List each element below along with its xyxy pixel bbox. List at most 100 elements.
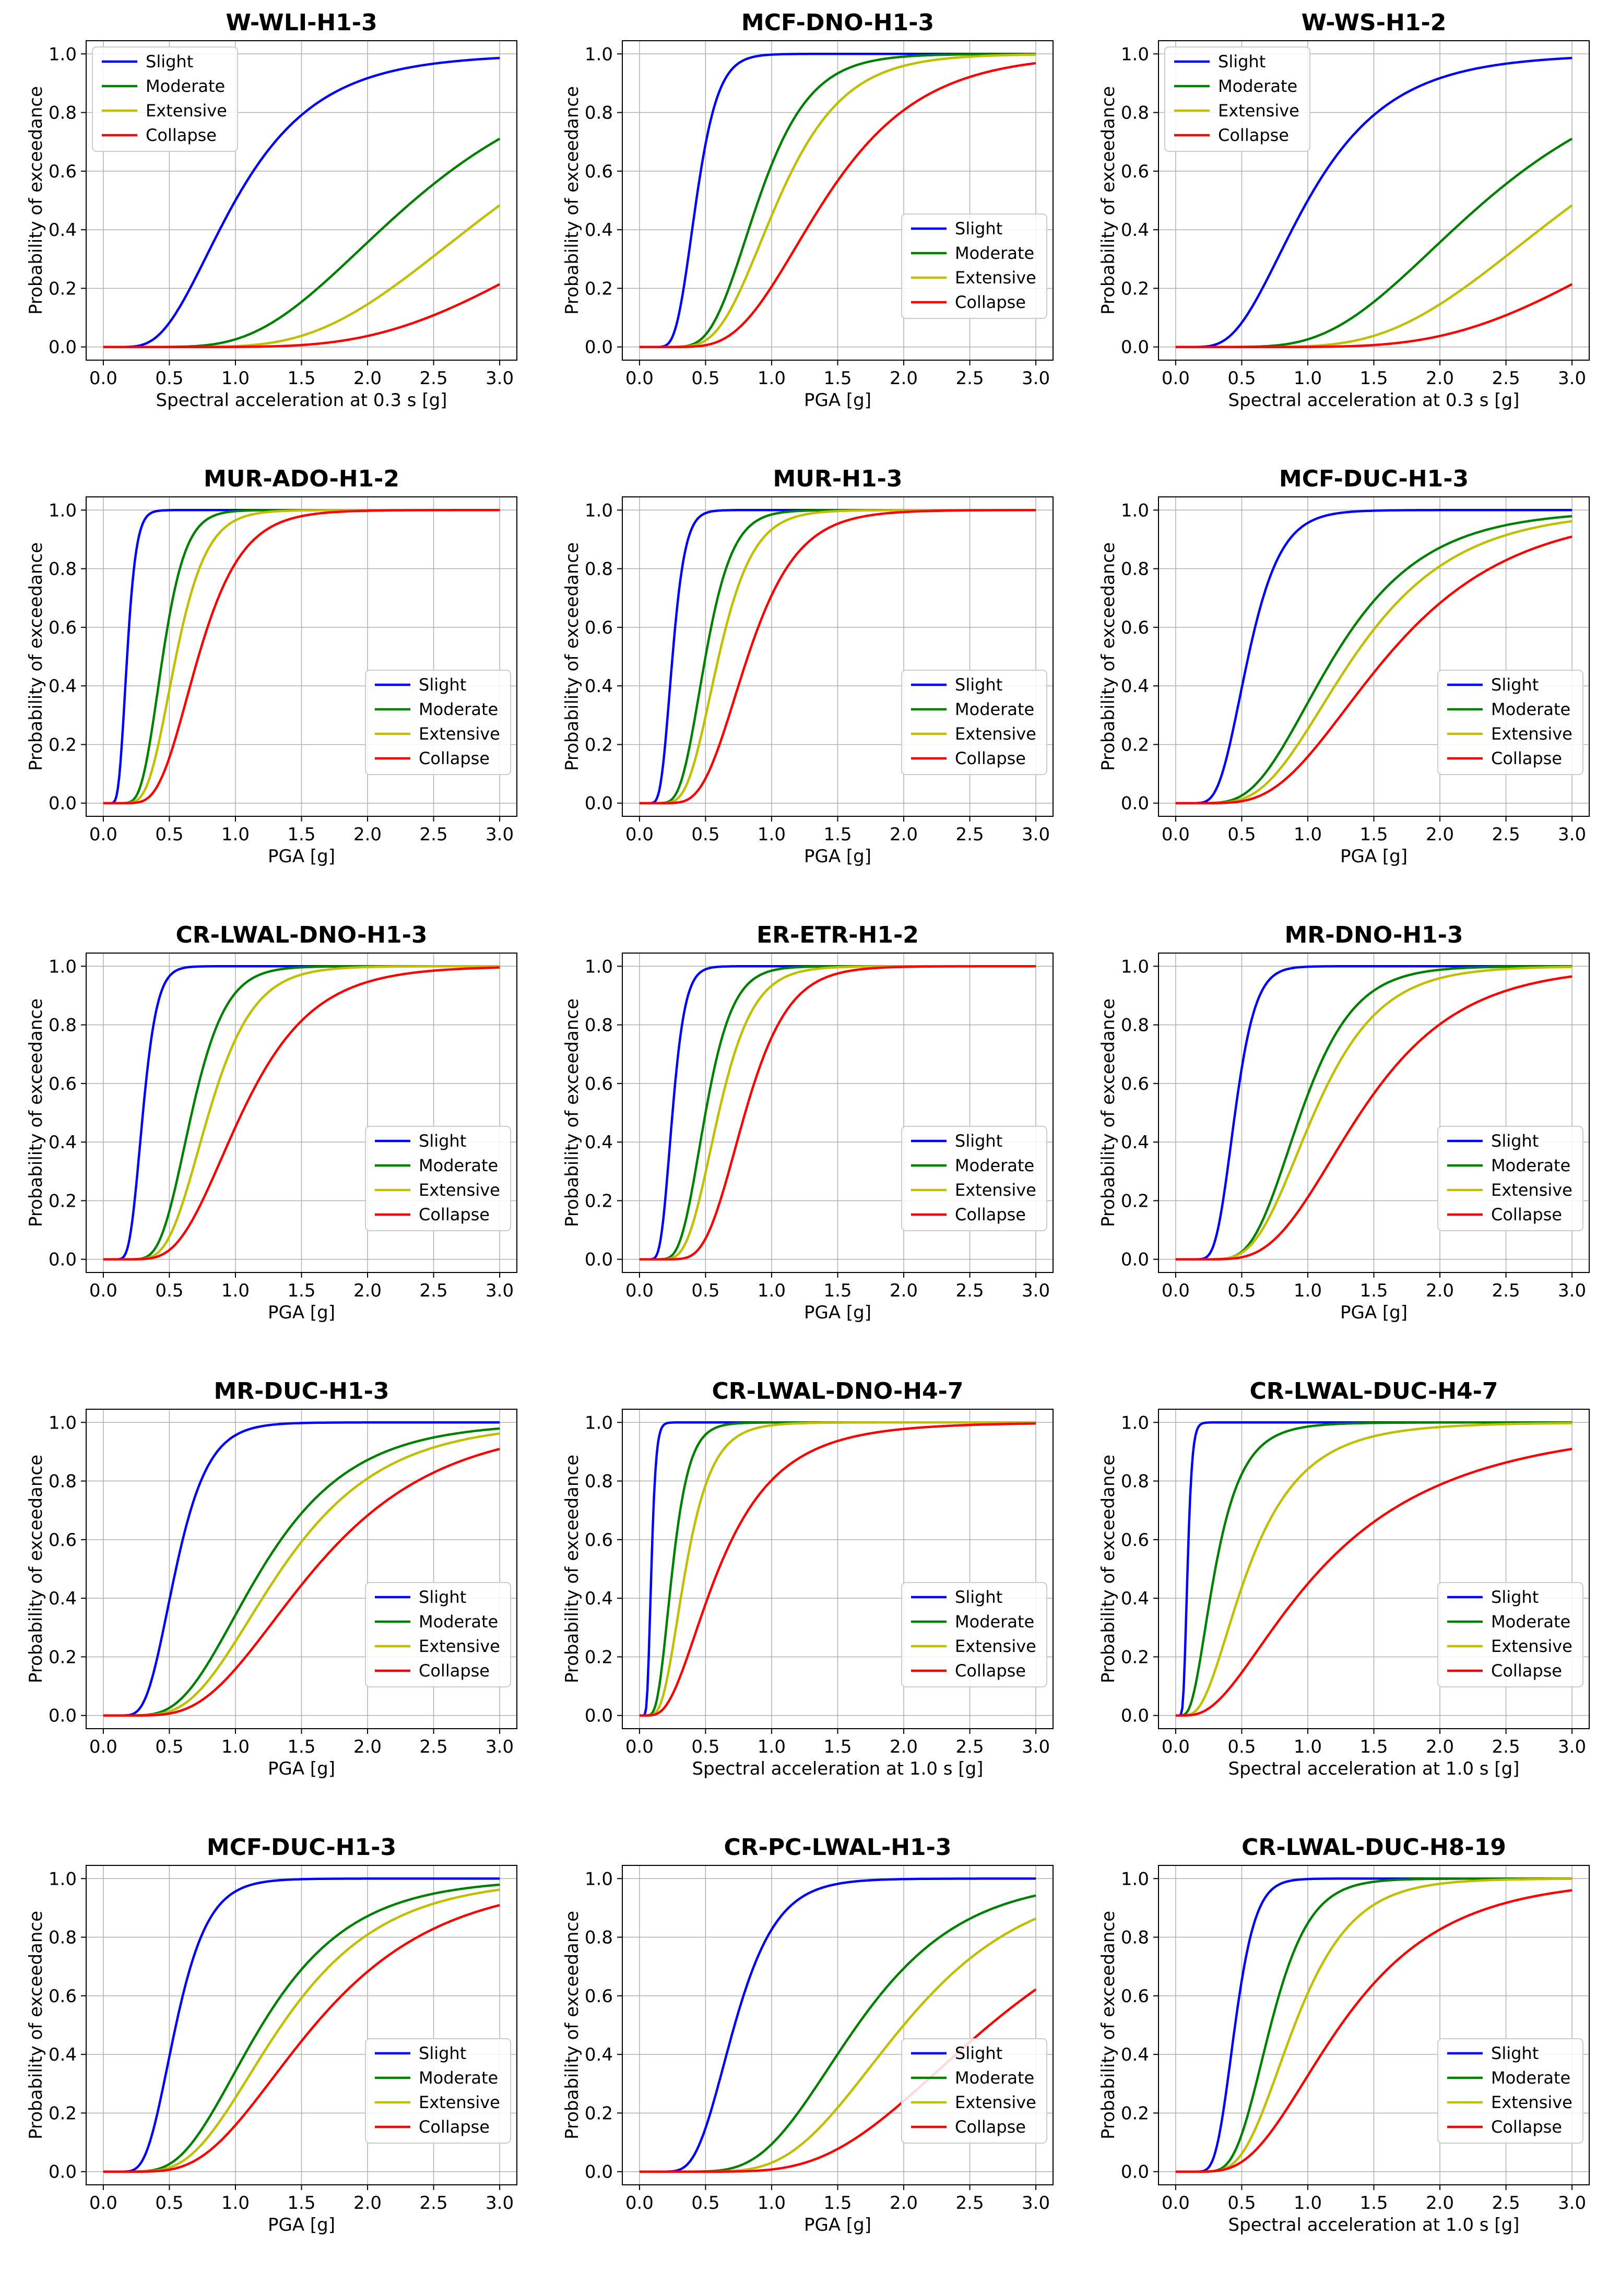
series-line-collapse <box>1175 1447 1572 1717</box>
chart-svg: W-WS-H1-2 0.0 0.5 1.0 1.5 2.0 2.5 3.0 0.0 0.2 0.4 0… <box>1098 9 1590 411</box>
y-tick-label: 0.4 <box>585 220 613 241</box>
legend-label: Moderate <box>146 76 225 96</box>
y-tick-label: 0.6 <box>585 1530 613 1551</box>
chart-panel: MUR-ADO-H1-2 0.0 0.5 1.0 1.5 2.0 2.5 3.0 0.0 0.2 0… <box>0 456 536 910</box>
chart-title: ER-ETR-H1-2 <box>756 922 919 948</box>
legend-label: Extensive <box>955 724 1036 744</box>
legend-label: Slight <box>955 2043 1002 2063</box>
y-tick-label: 0.4 <box>49 1588 77 1609</box>
legend-label: Moderate <box>419 699 498 719</box>
x-tick-label: 1.5 <box>823 368 852 389</box>
chart-svg: MCF-DNO-H1-3 0.0 0.5 1.0 1.5 2.0 2.5 3.0 0.0 0.2 0… <box>562 9 1054 411</box>
y-tick-label: 0.8 <box>49 1015 77 1036</box>
y-tick-label: 0.2 <box>585 278 613 299</box>
x-tick-label: 0.0 <box>1162 1280 1190 1301</box>
series-line-slight <box>103 1421 500 1717</box>
legend-label: Collapse <box>955 2117 1026 2137</box>
chart-panel: MCF-DNO-H1-3 0.0 0.5 1.0 1.5 2.0 2.5 3.0 0.0 0.2 0… <box>536 0 1072 454</box>
legend-box <box>901 1126 1047 1231</box>
y-tick-label: 0.0 <box>585 2162 613 2183</box>
x-tick-label: 3.0 <box>1558 368 1586 389</box>
x-tick-label: 0.5 <box>155 1736 183 1757</box>
y-tick-label: 0.8 <box>585 1928 613 1948</box>
x-tick-label: 0.0 <box>89 824 117 845</box>
legend-box <box>92 46 238 152</box>
legend-label: Extensive <box>1491 1180 1572 1200</box>
chart-title: W-WLI-H1-3 <box>226 9 377 36</box>
legend-label: Collapse <box>955 1661 1026 1681</box>
x-tick-label: 3.0 <box>1558 1280 1586 1301</box>
y-tick-label: 0.6 <box>49 617 77 638</box>
legend: Slight Moderate Extensive Collapse <box>92 46 238 152</box>
series-line-slight <box>1175 509 1572 804</box>
y-tick-label: 0.4 <box>49 220 77 241</box>
y-tick-label: 1.0 <box>1121 956 1149 977</box>
x-axis-label: PGA [g] <box>268 1758 335 1779</box>
legend: Slight Moderate Extensive Collapse <box>365 2038 511 2144</box>
legend-label: Slight <box>419 1131 466 1151</box>
x-tick-label: 2.0 <box>1426 824 1454 845</box>
y-axis-label: Probability of exceedance <box>1098 1455 1119 1683</box>
chart-title: CR-LWAL-DNO-H4-7 <box>712 1378 963 1405</box>
legend: Slight Moderate Extensive Collapse <box>1437 1126 1583 1231</box>
chart-panel: CR-LWAL-DNO-H1-3 0.0 0.5 1.0 1.5 2.0 2.5 3.0 0.0… <box>0 912 536 1366</box>
x-tick-label: 0.0 <box>1162 368 1190 389</box>
x-tick-label: 1.0 <box>1294 368 1322 389</box>
x-tick-label: 0.5 <box>1227 1736 1256 1757</box>
series-line-moderate <box>103 1883 500 2173</box>
chart-svg: CR-PC-LWAL-H1-3 0.0 0.5 1.0 1.5 2.0 2.5 3.0 0.0 0… <box>562 1834 1054 2235</box>
y-axis-label: Probability of exceedance <box>562 998 583 1227</box>
x-tick-label: 1.0 <box>221 1736 250 1757</box>
legend-label: Collapse <box>419 748 490 768</box>
y-tick-label: 1.0 <box>585 500 613 521</box>
y-tick-label: 0.0 <box>585 1706 613 1727</box>
x-axis-label: Spectral acceleration at 1.0 s [g] <box>692 1758 984 1779</box>
x-tick-label: 1.5 <box>823 1736 852 1757</box>
y-tick-label: 1.0 <box>49 1412 77 1433</box>
chart-svg: CR-LWAL-DNO-H1-3 0.0 0.5 1.0 1.5 2.0 2.5 3.0 0.0… <box>26 922 517 1323</box>
x-tick-label: 1.0 <box>758 2193 786 2214</box>
x-tick-label: 2.0 <box>1426 1280 1454 1301</box>
series-line-collapse <box>103 1447 500 1717</box>
y-tick-label: 0.4 <box>49 1132 77 1153</box>
y-tick-label: 0.8 <box>1121 1928 1149 1948</box>
x-axis-label: PGA [g] <box>268 1302 335 1323</box>
x-tick-label: 1.0 <box>221 1280 250 1301</box>
x-tick-label: 1.5 <box>1359 1280 1388 1301</box>
x-axis-label: PGA [g] <box>268 846 335 867</box>
x-tick-label: 0.5 <box>691 1280 719 1301</box>
series-line-collapse <box>639 965 1036 1260</box>
y-tick-label: 0.8 <box>1121 103 1149 124</box>
legend-label: Slight <box>1491 675 1539 695</box>
legend-label: Slight <box>146 52 193 72</box>
y-tick-label: 0.4 <box>1121 220 1149 241</box>
x-tick-label: 3.0 <box>486 1736 514 1757</box>
y-tick-label: 0.6 <box>585 1986 613 2007</box>
legend-box <box>901 1582 1047 1687</box>
legend-label: Collapse <box>1218 125 1289 145</box>
series-line-collapse <box>103 283 501 348</box>
legend: Slight Moderate Extensive Collapse <box>1437 1582 1583 1687</box>
x-tick-label: 1.0 <box>1294 1736 1322 1757</box>
x-tick-label: 2.5 <box>1492 1280 1520 1301</box>
series-line-extensive <box>103 965 500 1260</box>
series-line-extensive <box>103 1888 500 2173</box>
series-line-collapse <box>1175 283 1573 348</box>
x-axis-label: PGA [g] <box>1340 846 1408 867</box>
y-tick-label: 0.8 <box>49 1928 77 1948</box>
legend-label: Collapse <box>146 125 217 145</box>
legend-label: Slight <box>419 675 466 695</box>
legend-box <box>365 1126 511 1231</box>
x-tick-label: 2.5 <box>956 824 984 845</box>
y-tick-label: 0.8 <box>1121 1015 1149 1036</box>
chart-svg: CR-LWAL-DUC-H4-7 0.0 0.5 1.0 1.5 2.0 2.5 3.0 0.0… <box>1098 1378 1590 1779</box>
x-tick-label: 2.0 <box>890 1736 918 1757</box>
y-tick-label: 1.0 <box>49 956 77 977</box>
series-line-moderate <box>103 1427 500 1717</box>
x-tick-label: 1.5 <box>287 1736 315 1757</box>
y-tick-label: 0.8 <box>49 1471 77 1492</box>
y-tick-label: 0.4 <box>585 2044 613 2065</box>
legend-label: Slight <box>1491 2043 1539 2063</box>
x-tick-label: 2.5 <box>420 1280 448 1301</box>
y-axis-label: Probability of exceedance <box>26 542 46 771</box>
